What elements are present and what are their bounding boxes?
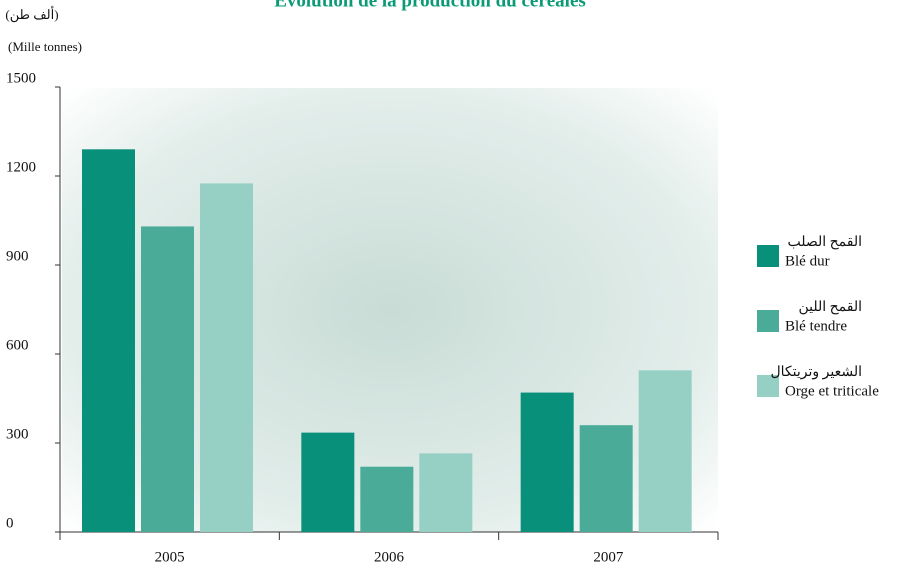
y-tick-label: 0 (6, 515, 14, 531)
legend-label: Blé dur (785, 253, 830, 269)
legend-label: Blé tendre (785, 318, 847, 334)
y-tick-label: 1500 (6, 70, 36, 86)
legend-label-ar: القمح اللين (798, 300, 862, 315)
legend-label: Orge et triticale (785, 383, 879, 399)
bar (200, 183, 253, 532)
y-tick-label: 600 (6, 337, 29, 353)
bar (360, 466, 414, 532)
chart-title: Evolution de la production du céréales (274, 0, 586, 11)
y-tick-label: 300 (6, 426, 29, 442)
bar (419, 453, 473, 532)
bar (301, 432, 355, 532)
bar (520, 392, 574, 532)
y-tick-label: 1200 (6, 159, 36, 175)
x-tick-label: 2006 (374, 549, 405, 565)
legend-swatch (757, 310, 779, 332)
legend-swatch (757, 375, 779, 397)
bar (638, 370, 692, 532)
y-tick-label: 900 (6, 248, 29, 264)
bar (82, 149, 135, 533)
y-axis-label: (Mille tonnes) (8, 39, 82, 54)
bar (579, 425, 633, 532)
legend-label-ar: القمح الصلب (787, 235, 862, 250)
legend-swatch (757, 245, 779, 267)
x-tick-label: 2007 (593, 549, 624, 565)
legend-label-ar: الشعير وتريتكال (770, 365, 862, 380)
bar (141, 226, 194, 532)
y-axis-label-ar: (ألف طن) (5, 6, 58, 23)
x-tick-label: 2005 (155, 549, 185, 565)
